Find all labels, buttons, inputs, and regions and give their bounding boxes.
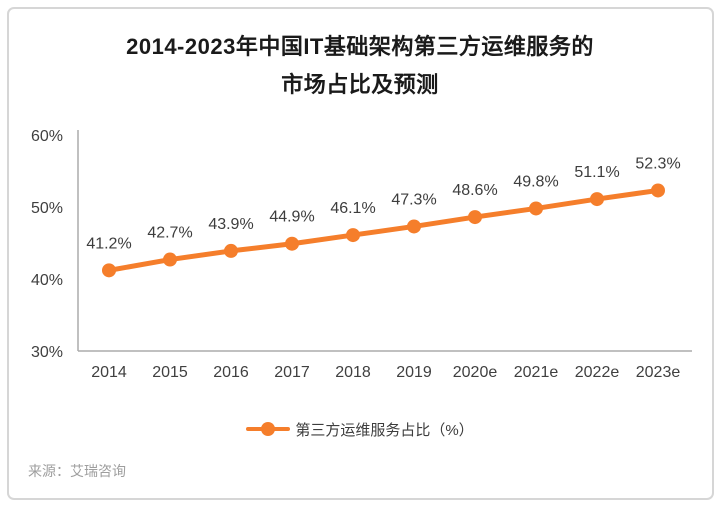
chart-title-line1: 2014-2023年中国IT基础架构第三方运维服务的 [126, 34, 594, 59]
chart-title-line2: 市场占比及预测 [281, 72, 439, 97]
data-label: 42.7% [147, 225, 192, 242]
y-tick-label: 30% [31, 344, 63, 361]
data-label: 46.1% [330, 200, 375, 217]
x-tick-label: 2021e [514, 364, 559, 381]
data-label: 48.6% [452, 182, 497, 199]
data-point-marker [529, 201, 543, 216]
x-tick-label: 2017 [274, 364, 310, 381]
data-point-marker [407, 219, 421, 234]
data-label: 52.3% [635, 155, 680, 172]
series-line [106, 187, 661, 273]
x-tick-label: 2015 [152, 364, 188, 381]
x-tick-label: 2020e [453, 364, 498, 381]
data-point-marker [102, 263, 116, 278]
y-tick-label: 50% [31, 200, 63, 217]
data-point-marker [346, 228, 360, 243]
data-point-marker [163, 252, 177, 267]
y-tick-label: 60% [31, 128, 63, 145]
x-tick-label: 2022e [575, 364, 620, 381]
legend-series-marker [246, 422, 291, 436]
source-note: 来源：艾瑞咨询 [28, 463, 126, 479]
x-tick-label: 2018 [335, 364, 371, 381]
data-label: 41.2% [86, 235, 131, 252]
x-tick-label: 2014 [91, 364, 127, 381]
legend-dot-icon [261, 422, 276, 436]
legend: 第三方运维服务占比（%） [0, 416, 720, 442]
data-point-marker [651, 183, 665, 198]
legend-label: 第三方运维服务占比（%） [295, 421, 474, 439]
data-point-marker [285, 236, 299, 251]
data-label: 51.1% [574, 164, 619, 181]
data-label: 43.9% [208, 216, 253, 233]
data-label: 49.8% [513, 173, 558, 190]
data-point-marker [468, 210, 482, 225]
data-point-marker [590, 192, 604, 207]
data-label: 44.9% [269, 209, 314, 226]
x-tick-label: 2019 [396, 364, 432, 381]
data-label: 47.3% [391, 191, 436, 208]
data-point-marker [224, 243, 238, 258]
x-tick-label: 2016 [213, 364, 249, 381]
x-tick-label: 2023e [636, 364, 681, 381]
chart-title: 2014-2023年中国IT基础架构第三方运维服务的 市场占比及预测 [0, 28, 720, 104]
y-tick-label: 40% [31, 272, 63, 289]
